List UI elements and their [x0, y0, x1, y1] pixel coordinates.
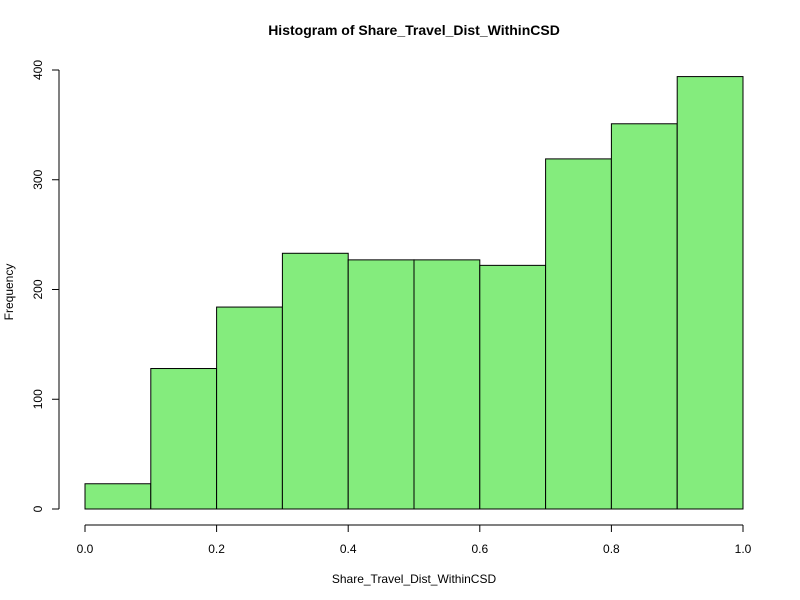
x-tick-label: 1.0	[735, 542, 752, 556]
x-tick-label: 0.0	[77, 542, 94, 556]
histogram-bar	[216, 306, 283, 510]
histogram-bar	[413, 259, 481, 510]
x-axis: 0.0 0.2 0.4 0.6 0.8 1.0	[77, 524, 752, 556]
chart-title: Histogram of Share_Travel_Dist_WithinCSD	[268, 22, 560, 38]
histogram-bar	[545, 158, 612, 510]
x-axis-label: Share_Travel_Dist_WithinCSD	[332, 572, 497, 586]
y-tick-label: 100	[31, 389, 45, 409]
y-axis: 0 100 200 300 400	[31, 60, 60, 512]
histogram-bar	[479, 264, 547, 510]
histogram-bar	[610, 123, 678, 510]
y-tick-label: 400	[31, 60, 45, 80]
histogram-bar	[84, 483, 152, 510]
y-tick-label: 0	[31, 505, 45, 512]
y-tick-label: 300	[31, 169, 45, 189]
histogram-bar	[150, 368, 218, 510]
x-tick-label: 0.4	[340, 542, 357, 556]
y-tick-label: 200	[31, 279, 45, 299]
x-tick-label: 0.2	[208, 542, 225, 556]
x-tick-label: 0.6	[471, 542, 488, 556]
y-axis-label: Frequency	[2, 264, 16, 321]
histogram-bar	[347, 259, 415, 510]
histogram-bar	[676, 76, 744, 510]
bars-group	[84, 76, 744, 510]
histogram-bar	[281, 252, 349, 510]
x-tick-label: 0.8	[603, 542, 620, 556]
